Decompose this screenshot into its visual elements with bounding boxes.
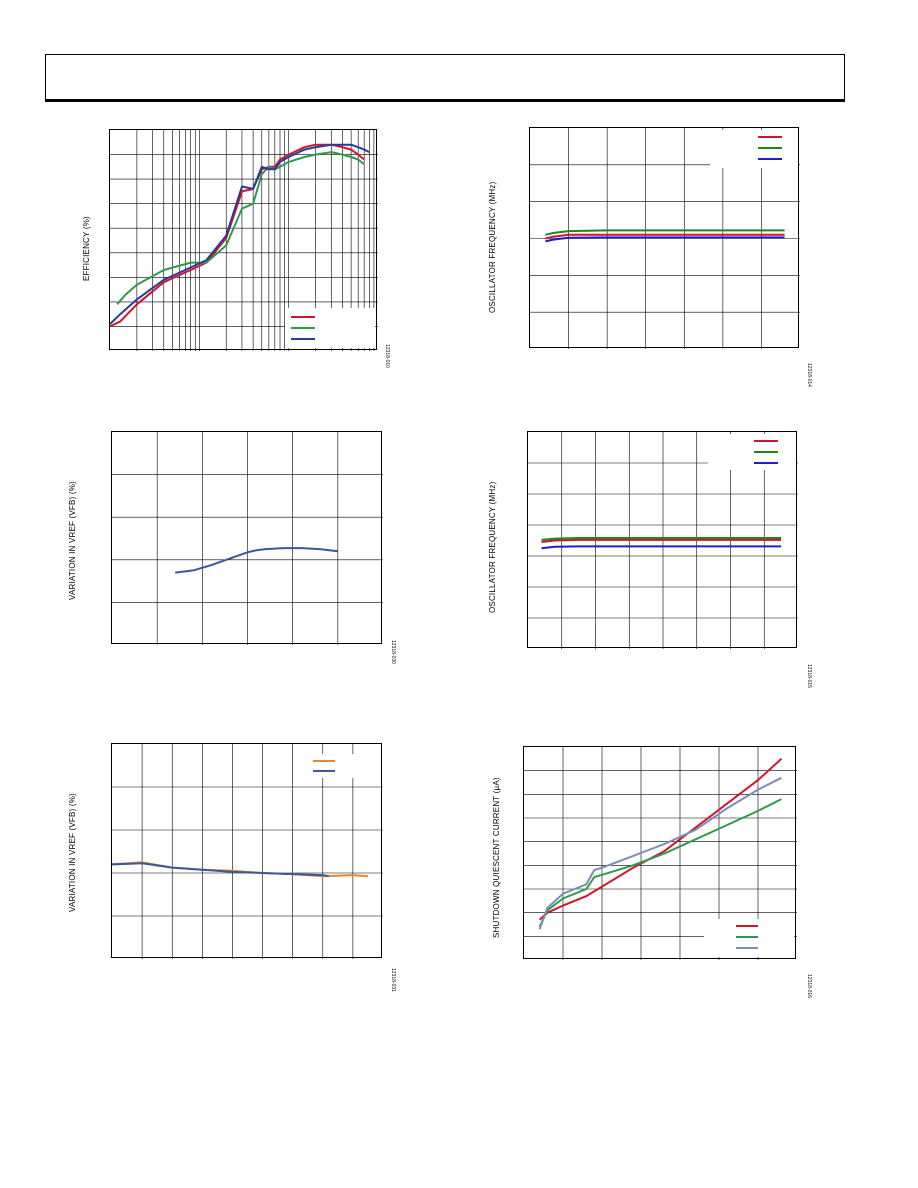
page-header-box: [45, 54, 845, 102]
vref-var-2-fig-id: 12318-031: [390, 968, 396, 992]
series-green-line: [116, 151, 365, 305]
series-blue-line: [109, 143, 370, 325]
vref-var-2-plot: [111, 743, 383, 959]
osc-freq-2-fig-id: 12318-015: [806, 664, 812, 688]
series-pure_green-line: [541, 537, 782, 541]
efficiency-svg: [109, 130, 378, 351]
vref-var-2-ylabel: VARIATION IN VREF (VFB) (%): [68, 793, 77, 912]
efficiency-plot: [109, 129, 378, 351]
series-pure_blue-line: [541, 545, 782, 550]
vref-var-temp-figure: VARIATION IN VREF (VFB) (%) 12318-030: [66, 428, 406, 688]
efficiency-legend-svg: [291, 316, 315, 340]
efficiency-figure: EFFICIENCY (%) 12318-010: [80, 126, 400, 386]
series-navy-line: [175, 547, 338, 574]
series-green-line: [538, 798, 782, 928]
vref-var-temp-fig-id: 12318-030: [390, 640, 396, 664]
shutdown-iq-legend: [704, 919, 794, 957]
vref-var-2-svg: [111, 744, 383, 959]
osc-freq-1-legend-svg: [758, 136, 782, 160]
series-red-line: [538, 758, 783, 921]
vref-var-temp-svg: [112, 432, 383, 645]
shutdown-iq-fig-id: 12318-016: [806, 974, 812, 998]
osc-freq-1-legend: [710, 130, 798, 168]
osc-freq-1-plot: [529, 127, 800, 349]
osc-freq-2-plot: [527, 431, 798, 649]
osc-freq-2-figure: OSCILLATOR FREQUENCY (MHz) 12318-015: [486, 428, 826, 688]
series-red-line: [545, 233, 785, 240]
series-slate-line: [538, 776, 782, 930]
vref-var-2-figure: VARIATION IN VREF (VFB) (%) 12318-031: [66, 740, 406, 1000]
vref-var-temp-plot: [111, 431, 383, 645]
efficiency-ylabel: EFFICIENCY (%): [82, 216, 91, 281]
shutdown-iq-plot: [523, 746, 797, 960]
shutdown-iq-svg: [524, 747, 797, 960]
osc-freq-2-svg: [528, 432, 798, 649]
osc-freq-1-fig-id: 12318-014: [806, 363, 812, 387]
osc-freq-2-legend: [708, 434, 796, 470]
grid: [112, 432, 383, 645]
shutdown-iq-figure: SHUTDOWN QUIESCENT CURRENT (µA) 12318-01…: [490, 740, 826, 1000]
efficiency-legend: [285, 308, 375, 348]
series-pure_blue-line: [545, 236, 785, 243]
osc-freq-1-figure: OSCILLATOR FREQUENCY (MHz) 12318-014: [486, 126, 826, 387]
osc-freq-1-ylabel: OSCILLATOR FREQUENCY (MHz): [488, 181, 497, 313]
series-red-line: [109, 143, 365, 328]
series-navy-line: [111, 862, 329, 878]
shutdown-iq-ylabel: SHUTDOWN QUIESCENT CURRENT (µA): [492, 777, 501, 938]
shutdown-iq-legend-svg: [736, 925, 758, 949]
series-pure_green-line: [545, 229, 785, 236]
vref-var-2-legend-svg: [313, 760, 335, 772]
osc-freq-2-ylabel: OSCILLATOR FREQUENCY (MHz): [488, 481, 497, 613]
series-red-line: [541, 538, 782, 543]
efficiency-fig-id: 12318-010: [384, 344, 390, 368]
vref-var-temp-ylabel: VARIATION IN VREF (VFB) (%): [68, 481, 77, 600]
vref-var-2-legend: [307, 754, 377, 778]
osc-freq-2-legend-svg: [754, 440, 778, 464]
